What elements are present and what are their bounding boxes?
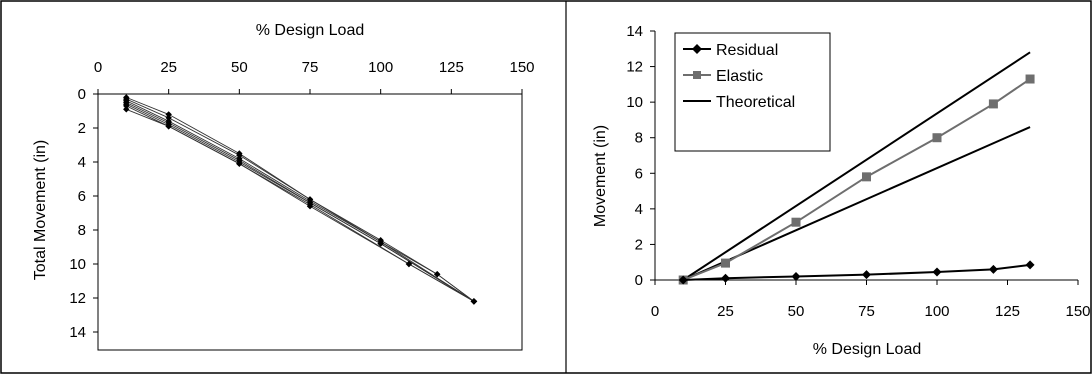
right-y-tick-labels: 0 2 4 6 8 10 12 14	[626, 23, 655, 289]
left-x-tick-label: 0	[94, 59, 102, 76]
left-x-tick-labels: 0 25 50 75 100 125 150	[94, 59, 535, 94]
left-series-line	[126, 108, 475, 302]
left-data-point	[165, 123, 172, 130]
left-data-point	[123, 102, 130, 110]
elastic-point	[791, 217, 801, 227]
left-data-point	[377, 240, 384, 247]
left-series-group	[123, 94, 478, 305]
right-chart: 0 2 4 6 8 10 12 14 0 25 50 75 100 125 150 Movement (i…	[592, 23, 1091, 358]
right-series-group	[678, 51, 1035, 285]
left-y-tick-label: 8	[78, 222, 86, 239]
left-x-tick-label: 25	[160, 59, 177, 76]
left-y-tick-label: 4	[78, 154, 86, 171]
right-y-tick-label: 0	[635, 272, 643, 289]
left-data-point	[306, 203, 314, 210]
left-series-line	[126, 103, 475, 302]
right-y-axis-title: Movement (in)	[592, 125, 609, 227]
legend-residual-marker	[692, 44, 702, 54]
left-x-tick-label: 75	[302, 59, 319, 76]
left-data-point	[470, 298, 478, 305]
elastic-point	[1025, 74, 1035, 84]
right-x-tick-label: 150	[1065, 303, 1090, 320]
left-x-tick-label: 50	[231, 59, 248, 76]
right-x-tick-label: 0	[651, 303, 659, 320]
right-y-tick-label: 4	[635, 201, 643, 218]
right-x-tick-labels: 0 25 50 75 100 125 150	[651, 280, 1091, 320]
legend-elastic-label: Elastic	[716, 68, 763, 85]
legend-box	[674, 32, 831, 152]
right-x-tick-label: 100	[924, 303, 949, 320]
right-y-tick-label: 14	[626, 23, 643, 40]
residual-point	[678, 275, 688, 285]
left-y-tick-label: 2	[78, 120, 86, 137]
left-x-tick-label: 125	[439, 59, 464, 76]
right-x-tick-label: 25	[717, 303, 734, 320]
elastic-point	[932, 133, 942, 143]
residual-point	[1025, 260, 1035, 270]
residual-point	[791, 271, 801, 281]
right-x-axis-title: % Design Load	[813, 341, 922, 358]
residual-point	[862, 270, 871, 280]
legend-theoretical-label: Theoretical	[716, 94, 795, 111]
elastic-point	[862, 172, 871, 182]
elastic-point	[721, 258, 730, 268]
legend-residual-label: Residual	[716, 42, 778, 59]
left-x-axis-title: % Design Load	[256, 22, 365, 39]
right-x-tick-label: 75	[858, 303, 875, 320]
residual-point	[932, 267, 942, 277]
left-y-tick-label: 0	[78, 86, 86, 103]
left-x-tick-label: 100	[368, 59, 393, 76]
left-data-point	[165, 111, 172, 118]
right-x-tick-label: 50	[788, 303, 805, 320]
right-y-tick-label: 8	[635, 130, 643, 147]
left-data-point	[405, 260, 413, 268]
theoretical-line	[682, 51, 1031, 281]
left-chart: % Design Load 0 25 50 75 100 125 150 0 2 4 6 8 10 12…	[32, 22, 535, 351]
right-y-tick-label: 6	[635, 165, 643, 182]
right-legend: Residual Elastic Theoretical	[674, 32, 831, 152]
elastic-point	[988, 99, 998, 109]
left-data-point	[236, 152, 243, 159]
left-x-tick-label: 150	[509, 59, 534, 76]
left-y-tick-labels: 0 2 4 6 8 10 12 14	[69, 86, 98, 341]
left-data-point	[123, 106, 130, 113]
left-y-tick-label: 6	[78, 188, 86, 205]
left-y-tick-label: 14	[69, 324, 86, 341]
legend-elastic-marker	[693, 71, 701, 79]
left-plot-area	[97, 93, 523, 351]
right-x-tick-label: 125	[995, 303, 1020, 320]
left-series-line	[126, 100, 475, 302]
left-y-tick-label: 12	[69, 290, 86, 307]
residual-point	[721, 273, 730, 283]
right-y-tick-label: 12	[626, 59, 643, 76]
left-data-point	[434, 271, 441, 278]
right-y-tick-label: 10	[626, 94, 643, 111]
left-data-point	[165, 114, 172, 121]
left-y-tick-label: 10	[69, 256, 86, 273]
right-y-tick-label: 2	[635, 236, 643, 253]
left-y-axis-title: Total Movement (in)	[32, 140, 49, 281]
left-data-point	[236, 160, 243, 167]
residual-point	[988, 264, 998, 274]
